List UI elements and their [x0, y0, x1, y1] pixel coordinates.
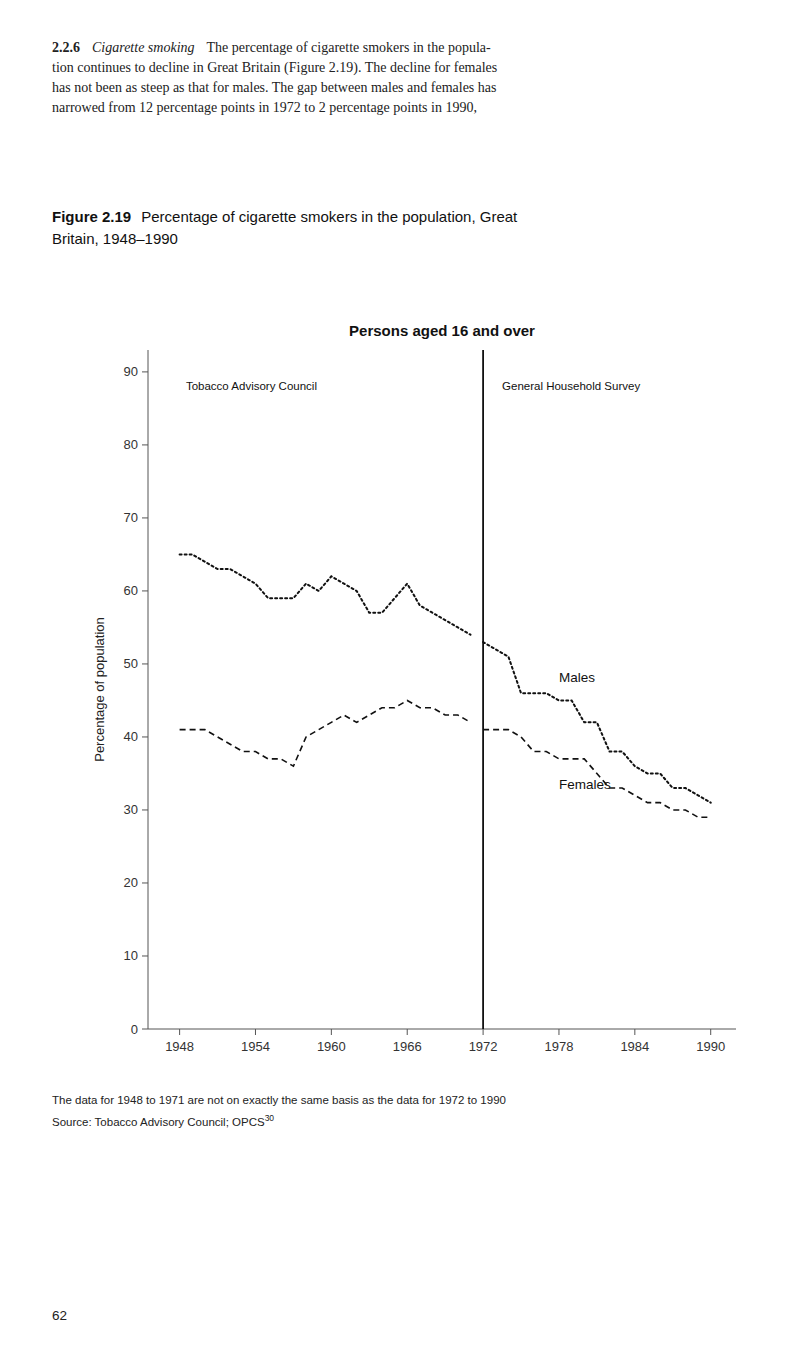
y-tick-label: 80	[124, 437, 138, 452]
subtitle: Persons aged 16 and over	[349, 322, 535, 339]
source: Source: Tobacco Advisory Council; OPCS30	[52, 1113, 274, 1128]
x-tick-label: 1948	[165, 1039, 194, 1054]
y-tick-label: 30	[124, 802, 138, 817]
annotation: General Household Survey	[502, 380, 640, 392]
intro-line: tion continues to decline in Great Brita…	[52, 60, 497, 76]
x-tick-label: 1984	[620, 1039, 649, 1054]
axes: 1948 1954 1960 1966 1972 1978 1984 1990 0 10 20 30 4…	[92, 350, 736, 1054]
x-tick-label: 1954	[241, 1039, 270, 1054]
y-tick-label: 20	[124, 875, 138, 890]
intro-line: has not been as steep as that for males.…	[52, 80, 496, 95]
intro-heading: Cigarette smoking	[92, 40, 195, 55]
page-svg: 2.2.6 Cigarette smoking The percentage of …	[0, 0, 800, 1363]
x-tick	[483, 1029, 484, 1035]
y-tick-label: 10	[124, 948, 138, 963]
intro-number: 2.2.6	[52, 40, 80, 55]
x-tick	[179, 1029, 180, 1035]
intro-text: 2.2.6 Cigarette smoking The percentage of …	[52, 40, 497, 115]
x-tick	[710, 1029, 711, 1035]
y-tick	[142, 444, 148, 445]
y-tick-label: 90	[124, 364, 138, 379]
source-ref: 30	[265, 1113, 275, 1123]
y-tick	[142, 590, 148, 591]
page: {"chart_data": { "type": "line", "intro"…	[0, 0, 800, 1363]
annotation: Tobacco Advisory Council	[186, 380, 317, 392]
y-tick	[142, 663, 148, 664]
y-axis-label: Percentage of population	[92, 617, 107, 762]
y-tick	[142, 736, 148, 737]
series-line	[483, 730, 711, 818]
y-tick	[142, 1029, 148, 1030]
y-tick	[142, 955, 148, 956]
annotations: Tobacco Advisory Council General Househol…	[186, 380, 640, 792]
x-tick-label: 1966	[393, 1039, 422, 1054]
x-tick	[331, 1029, 332, 1035]
y-axis-line	[148, 350, 149, 1029]
x-tick-label: 1978	[545, 1039, 574, 1054]
series-line	[180, 554, 471, 634]
y-tick-label: 70	[124, 510, 138, 525]
series-label: Males	[559, 670, 595, 685]
x-tick	[558, 1029, 559, 1035]
y-tick-label: 40	[124, 729, 138, 744]
x-tick	[634, 1029, 635, 1035]
x-tick-label: 1972	[469, 1039, 498, 1054]
title: Figure 2.19 Percentage of cigarette smoke…	[52, 208, 518, 247]
title-line: Percentage of cigarette smokers in the p…	[141, 208, 518, 225]
x-axis-line	[148, 1029, 736, 1030]
divider-line	[482, 350, 484, 1029]
y-tick	[142, 809, 148, 810]
plot-area	[180, 350, 711, 1029]
x-tick	[255, 1029, 256, 1035]
x-tick-label: 1990	[696, 1039, 725, 1054]
title-line: Britain, 1948–1990	[52, 230, 178, 247]
footnote: The data for 1948 to 1971 are not on exa…	[52, 1094, 506, 1106]
y-tick-label: 50	[124, 656, 138, 671]
x-tick-label: 1960	[317, 1039, 346, 1054]
page-number: 62	[52, 1308, 67, 1323]
intro-line: The percentage of cigarette smokers in t…	[207, 40, 491, 55]
figure-label: Figure 2.19	[52, 208, 131, 225]
series-line	[483, 642, 711, 803]
series-label: Females	[559, 777, 611, 792]
y-tick	[142, 371, 148, 372]
y-tick-label: 0	[131, 1022, 138, 1037]
y-tick	[142, 517, 148, 518]
y-tick	[142, 882, 148, 883]
x-tick	[407, 1029, 408, 1035]
series-line	[180, 700, 471, 766]
intro-line: narrowed from 12 percentage points in 19…	[52, 100, 477, 115]
source-text: Source: Tobacco Advisory Council; OPCS	[52, 1116, 265, 1128]
y-tick-label: 60	[124, 583, 138, 598]
